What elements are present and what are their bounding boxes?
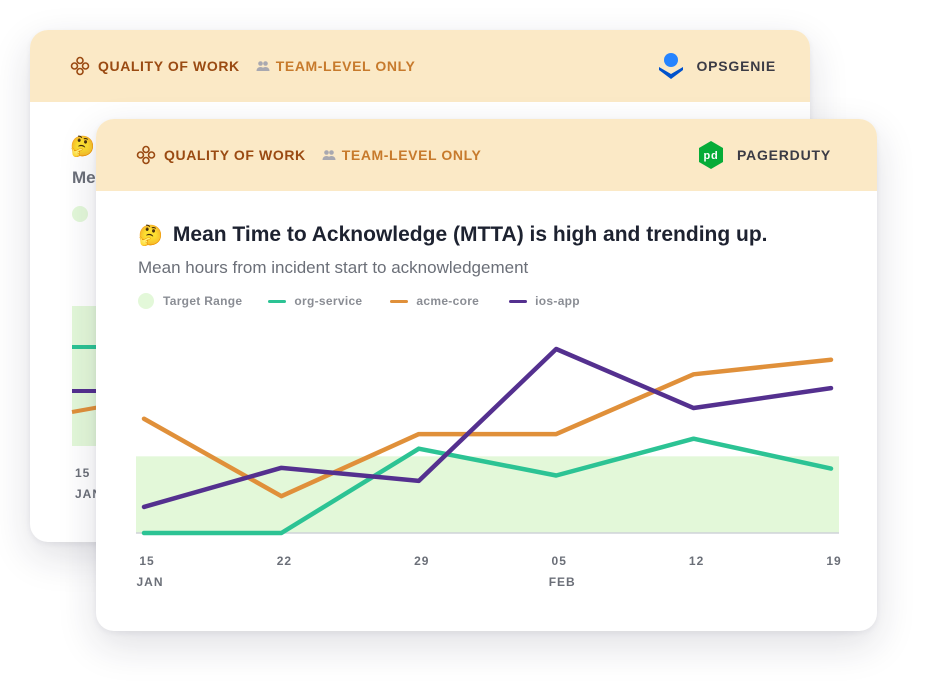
x-tick-month-label: FEB bbox=[549, 575, 576, 589]
mtta-line-chart: 15 JAN 22 29 05 FEB 12 19 bbox=[136, 346, 841, 589]
vendor-name: OPSGENIE bbox=[696, 58, 776, 74]
pagerduty-vendor: pd PAGERDUTY bbox=[697, 140, 831, 170]
scope-label: TEAM-LEVEL ONLY bbox=[275, 58, 416, 74]
pagerduty-logo-text: pd bbox=[703, 150, 718, 162]
flower-icon bbox=[70, 56, 90, 76]
legend-swatch bbox=[390, 299, 409, 303]
legend-swatch bbox=[268, 299, 287, 303]
legend-label: org-service bbox=[294, 294, 363, 308]
back-tick-day: 15 bbox=[75, 466, 91, 480]
category-label: QUALITY OF WORK bbox=[164, 147, 306, 163]
x-tick-label: 12 bbox=[689, 554, 704, 568]
quality-of-work-tag: QUALITY OF WORK bbox=[136, 145, 306, 165]
x-tick-label: 29 bbox=[414, 554, 429, 568]
legend-item-ios-app: ios-app bbox=[509, 294, 580, 308]
team-icon bbox=[256, 60, 270, 72]
legend-swatch bbox=[509, 299, 528, 303]
legend-item-org-service: org-service bbox=[268, 294, 362, 308]
pagerduty-logo-icon: pd bbox=[697, 140, 725, 170]
x-tick-month-label: JAN bbox=[136, 575, 163, 589]
thinking-face-icon: 🤔 bbox=[70, 134, 95, 158]
legend-label: Target Range bbox=[163, 294, 243, 308]
x-tick-label: 19 bbox=[826, 554, 841, 568]
chart-title-row: 🤔 Mean Time to Acknowledge (MTTA) is hig… bbox=[138, 223, 768, 247]
team-level-tag: TEAM-LEVEL ONLY bbox=[256, 58, 416, 74]
team-icon bbox=[322, 149, 336, 161]
series-line-org-service bbox=[141, 436, 834, 536]
opsgenie-vendor: OPSGENIE bbox=[658, 52, 776, 80]
series-line-ios-app bbox=[141, 346, 834, 510]
chart-title: Mean Time to Acknowledge (MTTA) is high … bbox=[172, 223, 768, 246]
opsgenie-logo-icon bbox=[658, 52, 684, 80]
chart-subtitle: Mean hours from incident start to acknow… bbox=[138, 258, 529, 277]
legend-item-target-range: Target Range bbox=[138, 293, 242, 309]
x-tick-label: 05 bbox=[552, 554, 567, 568]
scope-label: TEAM-LEVEL ONLY bbox=[341, 147, 482, 163]
team-level-tag: TEAM-LEVEL ONLY bbox=[322, 147, 482, 163]
thinking-face-icon: 🤔 bbox=[138, 223, 163, 247]
quality-of-work-tag: QUALITY OF WORK bbox=[70, 56, 240, 76]
x-tick-label: 22 bbox=[277, 554, 292, 568]
vendor-name: PAGERDUTY bbox=[736, 147, 831, 163]
back-acme-core-line bbox=[71, 405, 101, 414]
category-label: QUALITY OF WORK bbox=[98, 58, 240, 74]
card-header: QUALITY OF WORK TEAM-LEVEL ONLY pd PAGER… bbox=[96, 119, 877, 191]
card-header: QUALITY OF WORK TEAM-LEVEL ONLY OPSGENIE bbox=[30, 30, 810, 102]
series-line-acme-core bbox=[141, 357, 834, 499]
x-tick-label: 15 bbox=[139, 554, 154, 568]
legend-label: ios-app bbox=[535, 294, 580, 308]
legend-item-acme-core: acme-core bbox=[390, 294, 479, 308]
target-range-swatch bbox=[72, 206, 88, 222]
chart-legend: Target Range org-service acme-core ios-a… bbox=[138, 293, 606, 309]
legend-label: acme-core bbox=[416, 294, 480, 308]
pagerduty-card: QUALITY OF WORK TEAM-LEVEL ONLY pd PAGER… bbox=[96, 119, 877, 631]
flower-icon bbox=[136, 145, 156, 165]
target-range-band bbox=[136, 456, 839, 533]
title-fragment: Me bbox=[72, 168, 96, 187]
back-tick-month: JAN bbox=[75, 487, 103, 501]
target-range-swatch bbox=[138, 293, 154, 309]
